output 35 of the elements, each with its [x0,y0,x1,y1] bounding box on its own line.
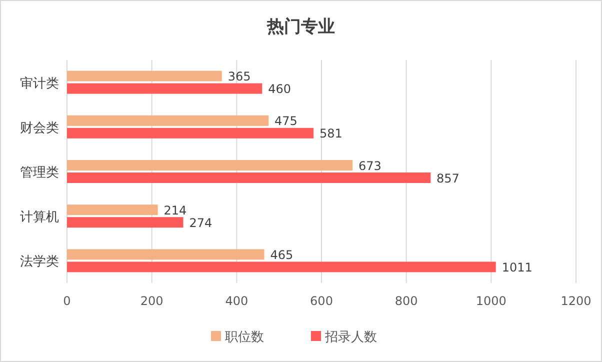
x-tick-label: 200 [140,294,164,308]
x-tick-label: 800 [394,294,418,308]
data-label: 857 [436,171,460,186]
x-tick-label: 0 [63,294,71,308]
bar [67,217,184,228]
y-tick-label: 审计类 [20,75,59,92]
bar [67,249,264,260]
bar [67,83,262,94]
legend-label: 职位数 [225,330,264,345]
bar [67,128,314,138]
data-label: 214 [164,203,187,218]
data-label: 673 [358,158,382,173]
bar [67,172,431,183]
y-tick-label: 法学类 [20,254,59,270]
x-tick-label: 400 [225,294,248,308]
x-tick-label: 1000 [476,294,506,308]
legend-label: 招录人数 [324,330,377,345]
data-label: 475 [274,114,298,128]
bar [67,160,352,170]
y-tick-label: 计算机 [20,210,59,226]
data-label: 1011 [502,260,532,274]
data-label: 365 [228,70,251,84]
x-tick-label: 1200 [560,294,592,308]
x-tick-label: 600 [310,294,333,308]
bar [67,262,496,272]
y-tick-label: 财会类 [20,120,59,136]
y-tick-label: 管理类 [20,166,59,180]
data-label: 274 [189,216,212,230]
data-label: 460 [268,82,292,96]
data-label: 581 [319,126,342,141]
bar [67,204,158,216]
bar [67,115,268,126]
data-label: 465 [270,248,294,262]
chart-title: 热门专业 [266,17,335,37]
bar [67,70,222,82]
